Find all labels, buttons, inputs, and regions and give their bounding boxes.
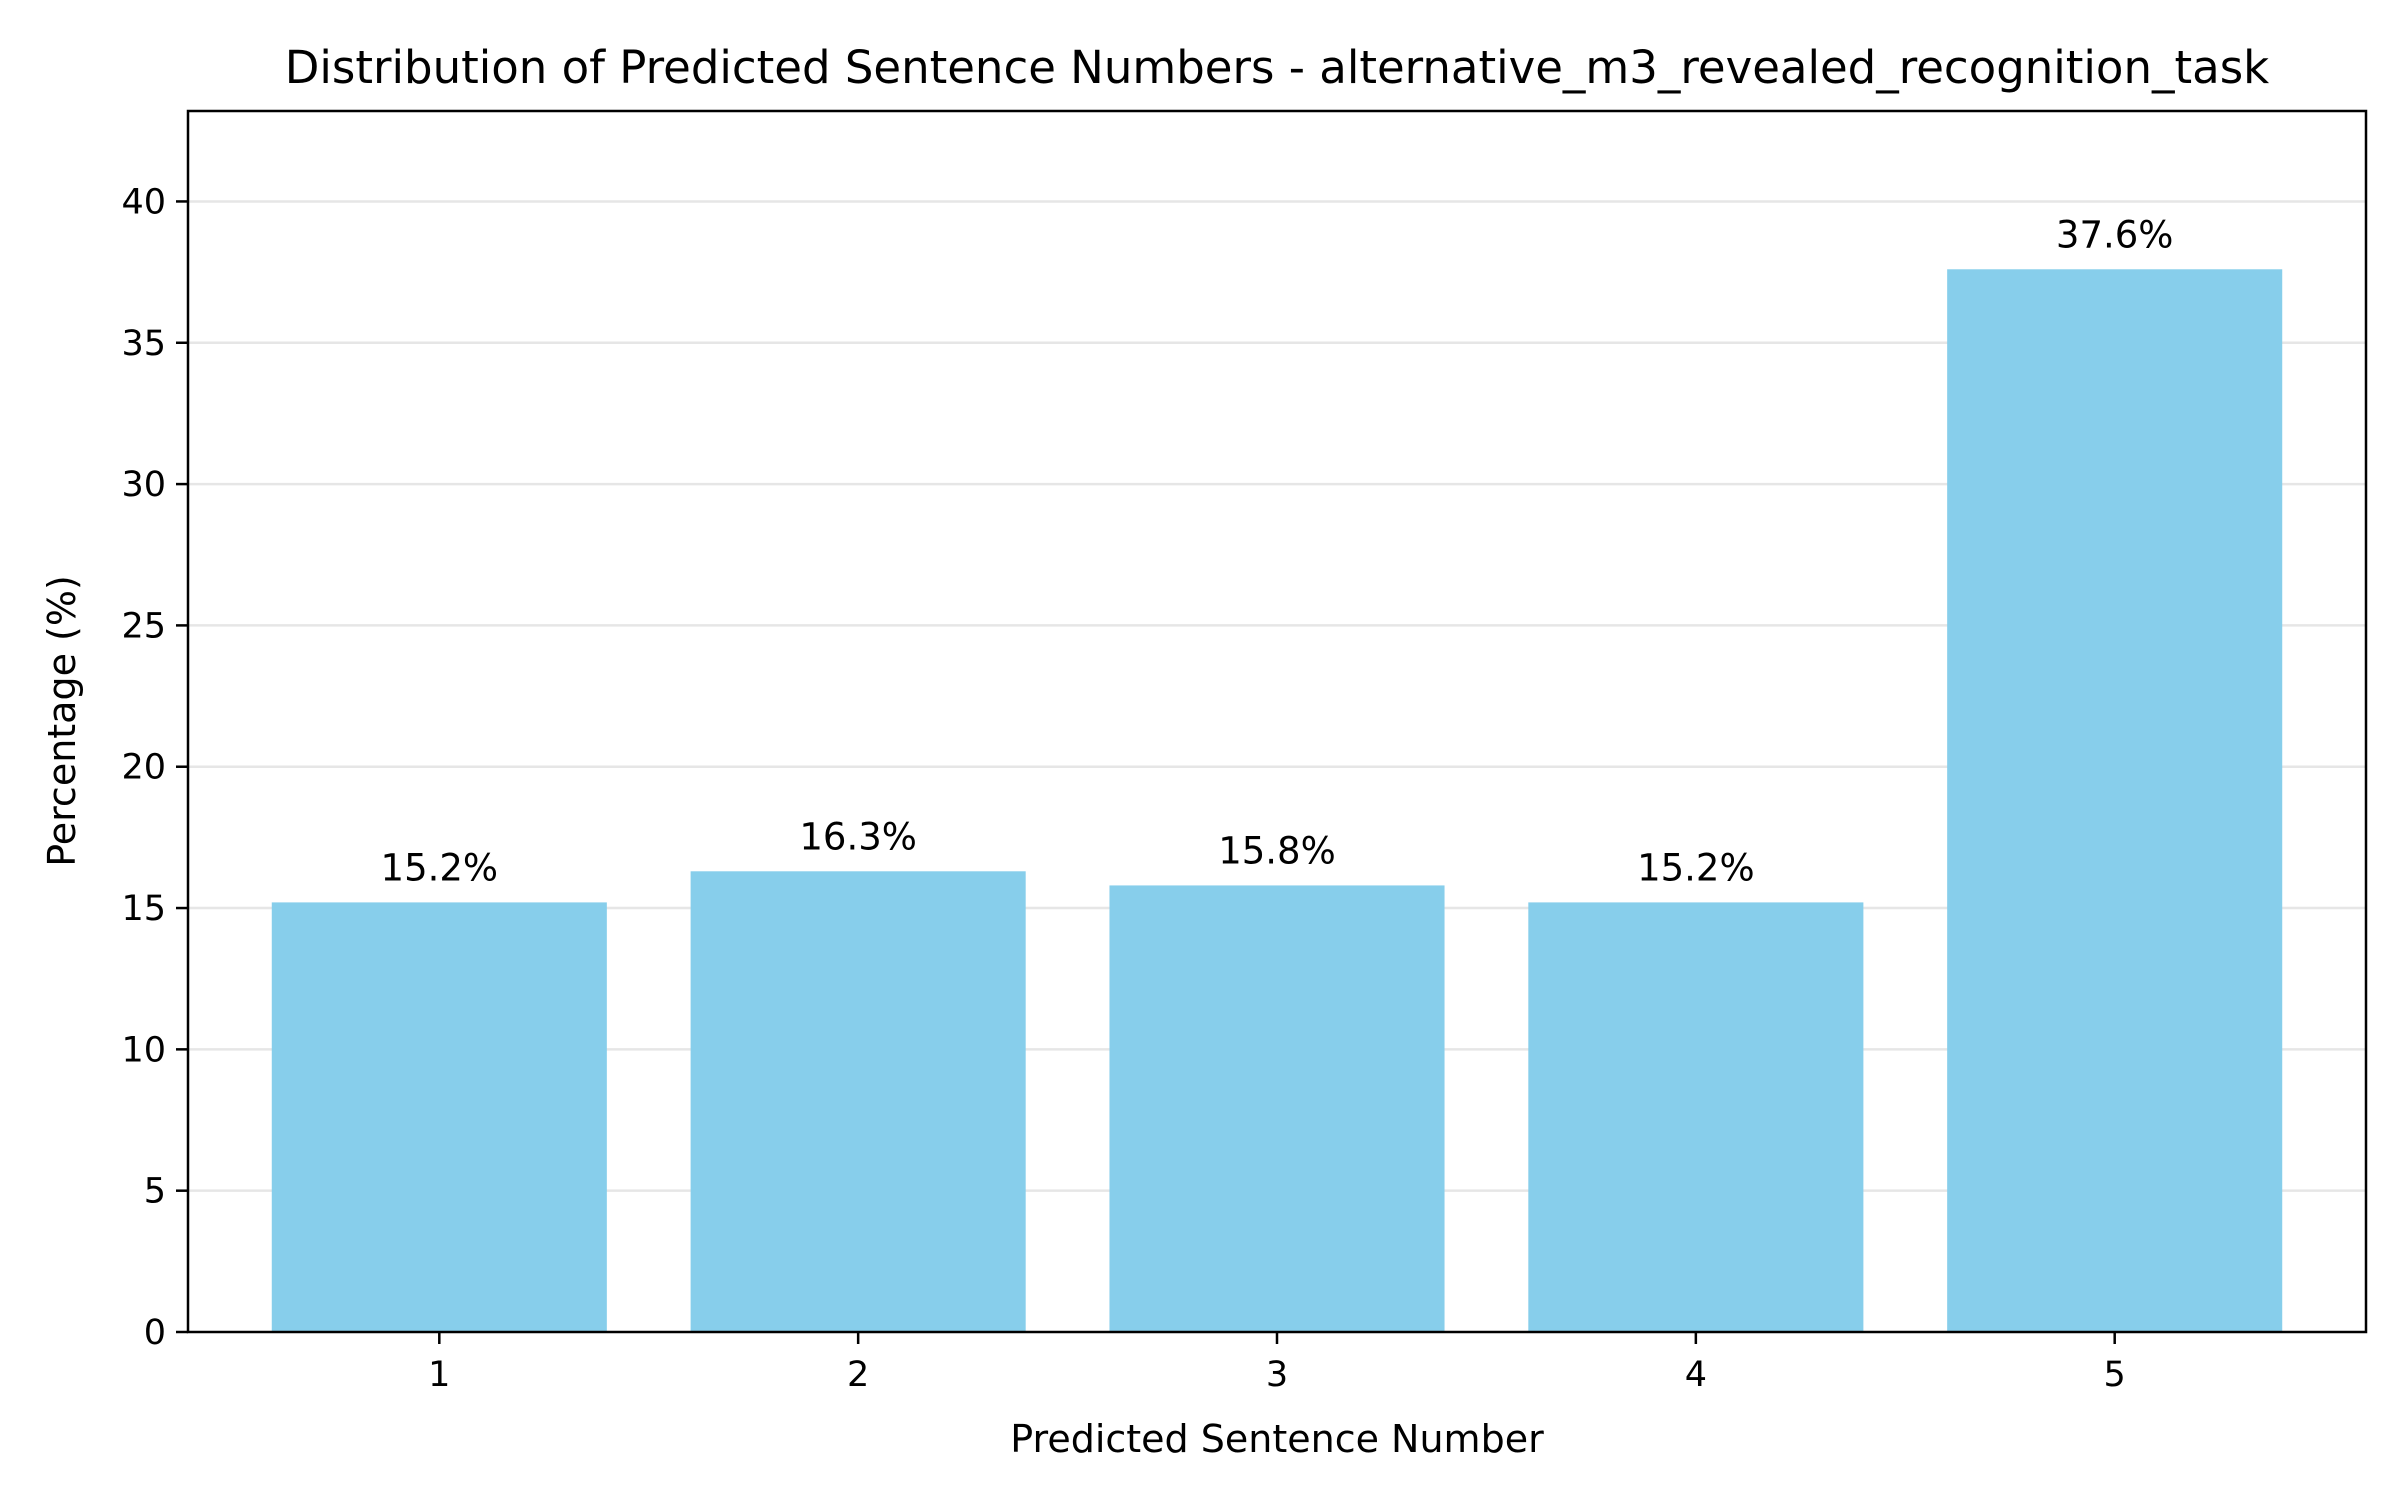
y-tick-label-20: 20 [121,748,166,788]
data-labels: 15.2% 16.3% 15.8% 15.2% 37.6% [381,213,2174,889]
y-tick-label-0: 0 [144,1313,166,1353]
data-label-5: 37.6% [2056,213,2174,256]
y-tick-label-10: 10 [121,1030,166,1070]
y-tick-label-5: 5 [144,1172,166,1212]
bar-3 [1109,885,1445,1332]
data-label-3: 15.8% [1218,829,1336,872]
y-tick-label-40: 40 [121,182,166,222]
y-tick-label-30: 30 [121,465,166,505]
bar-1 [271,902,607,1332]
data-label-4: 15.2% [1637,846,1755,889]
bars [271,269,2283,1332]
x-tick-label-2: 2 [847,1355,869,1395]
x-tick-label-3: 3 [1266,1355,1288,1395]
bar-5 [1947,269,2283,1332]
y-axis-label: Percentage (%) [40,575,84,867]
data-label-1: 15.2% [381,846,499,889]
data-label-2: 16.3% [799,815,917,858]
x-tick-label-4: 4 [1685,1355,1707,1395]
y-tick-label-15: 15 [121,889,166,929]
x-tick-label-1: 1 [428,1355,450,1395]
y-tick-label-35: 35 [121,324,166,364]
chart-title: Distribution of Predicted Sentence Numbe… [285,41,2269,94]
y-tick-label-25: 25 [121,606,166,646]
y-axis-ticks: 0 5 10 15 20 25 30 35 40 [121,182,188,1353]
x-axis-label: Predicted Sentence Number [1010,1417,1544,1461]
x-axis-ticks: 1 2 3 4 5 [428,1332,2126,1395]
bar-2 [690,871,1026,1332]
bar-4 [1528,902,1864,1332]
x-tick-label-5: 5 [2104,1355,2126,1395]
